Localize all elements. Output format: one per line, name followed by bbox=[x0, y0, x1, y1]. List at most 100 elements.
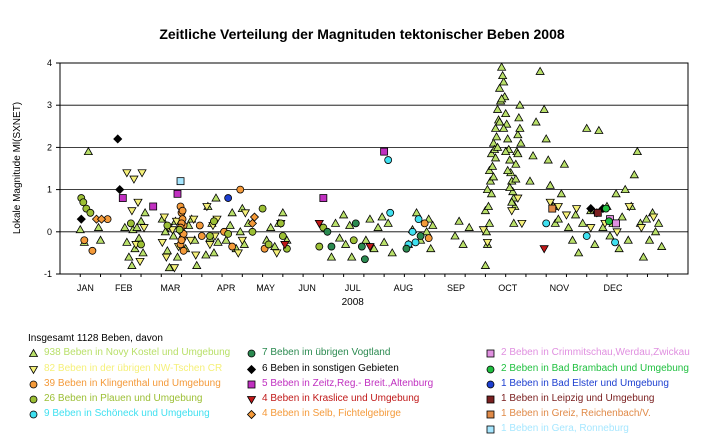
data-point bbox=[624, 203, 634, 212]
data-point bbox=[414, 215, 423, 224]
data-point bbox=[487, 161, 498, 170]
data-point bbox=[511, 159, 521, 168]
data-point bbox=[480, 205, 491, 215]
data-point bbox=[137, 240, 145, 249]
data-point bbox=[593, 208, 602, 217]
data-point bbox=[384, 156, 393, 164]
data-point bbox=[210, 217, 218, 226]
data-point bbox=[113, 134, 123, 144]
data-point bbox=[531, 117, 541, 126]
data-point bbox=[480, 260, 491, 269]
data-point bbox=[278, 232, 287, 240]
data-point bbox=[486, 189, 497, 198]
series-group bbox=[224, 194, 233, 202]
data-point bbox=[185, 236, 196, 246]
data-point bbox=[120, 222, 130, 231]
series-group bbox=[176, 177, 185, 186]
data-point bbox=[508, 186, 518, 196]
data-point bbox=[454, 216, 464, 225]
data-point bbox=[345, 220, 355, 229]
data-point bbox=[236, 185, 245, 194]
x-tick-label: OCT bbox=[498, 283, 518, 293]
data-point bbox=[132, 222, 142, 231]
data-point bbox=[490, 153, 501, 162]
data-point bbox=[563, 222, 574, 231]
series-group bbox=[91, 212, 260, 228]
data-point bbox=[617, 212, 627, 221]
data-point bbox=[402, 244, 411, 253]
data-point bbox=[138, 248, 148, 257]
data-point bbox=[334, 233, 345, 242]
data-point bbox=[513, 148, 523, 158]
data-point bbox=[484, 165, 495, 175]
data-point bbox=[611, 238, 619, 247]
data-point bbox=[548, 204, 557, 213]
data-point bbox=[571, 205, 582, 214]
data-point bbox=[644, 235, 655, 244]
data-point bbox=[79, 198, 88, 207]
data-point bbox=[160, 226, 171, 236]
data-point bbox=[135, 257, 145, 267]
data-point bbox=[224, 194, 233, 202]
data-point bbox=[515, 123, 525, 132]
data-point bbox=[351, 219, 360, 228]
data-point bbox=[594, 125, 604, 134]
data-point bbox=[314, 219, 324, 229]
series-group bbox=[548, 204, 557, 213]
x-tick-label: JUL bbox=[345, 283, 361, 293]
data-point bbox=[75, 224, 85, 234]
data-point bbox=[653, 218, 664, 227]
data-point bbox=[505, 182, 515, 191]
data-point bbox=[369, 243, 379, 253]
data-point bbox=[201, 250, 211, 259]
data-point bbox=[559, 159, 570, 168]
data-point bbox=[224, 230, 233, 238]
series-group bbox=[122, 169, 659, 273]
data-point bbox=[498, 123, 509, 132]
summary-text: Insgesamt 1128 Beben, davon bbox=[28, 333, 163, 344]
data-point bbox=[122, 237, 132, 246]
data-point bbox=[235, 226, 245, 236]
data-point bbox=[177, 236, 186, 245]
x-tick-label: NOV bbox=[550, 283, 570, 293]
data-point bbox=[276, 219, 285, 228]
data-point bbox=[122, 169, 132, 178]
data-point bbox=[416, 232, 425, 240]
data-point bbox=[648, 213, 659, 222]
data-point bbox=[590, 239, 600, 248]
data-point bbox=[494, 83, 505, 92]
data-point bbox=[507, 197, 517, 206]
data-point bbox=[570, 210, 581, 219]
data-point bbox=[428, 220, 438, 229]
data-point bbox=[553, 214, 564, 223]
data-point bbox=[478, 226, 489, 235]
data-point bbox=[192, 260, 202, 269]
x-tick-label: SEP bbox=[447, 283, 465, 293]
data-point bbox=[656, 241, 667, 250]
data-point bbox=[497, 70, 508, 80]
data-point bbox=[347, 252, 357, 261]
data-point bbox=[450, 231, 460, 240]
data-point bbox=[365, 243, 375, 252]
data-point bbox=[319, 194, 328, 202]
x-tick-label: MAR bbox=[160, 283, 181, 293]
data-point bbox=[482, 238, 493, 248]
data-point bbox=[545, 180, 555, 189]
data-point bbox=[225, 220, 235, 229]
data-point bbox=[179, 246, 188, 255]
data-point bbox=[380, 147, 389, 156]
data-point bbox=[213, 237, 223, 246]
data-point bbox=[88, 246, 97, 255]
data-point bbox=[503, 165, 513, 175]
data-point bbox=[496, 94, 507, 103]
data-point bbox=[505, 155, 515, 164]
data-point bbox=[605, 231, 615, 240]
data-point bbox=[357, 242, 366, 251]
data-point bbox=[602, 204, 610, 213]
data-point bbox=[507, 207, 517, 216]
data-point bbox=[426, 243, 436, 253]
series-group bbox=[118, 147, 389, 211]
x-tick-label: JAN bbox=[77, 283, 94, 293]
data-point bbox=[494, 117, 505, 126]
data-point bbox=[130, 243, 140, 253]
